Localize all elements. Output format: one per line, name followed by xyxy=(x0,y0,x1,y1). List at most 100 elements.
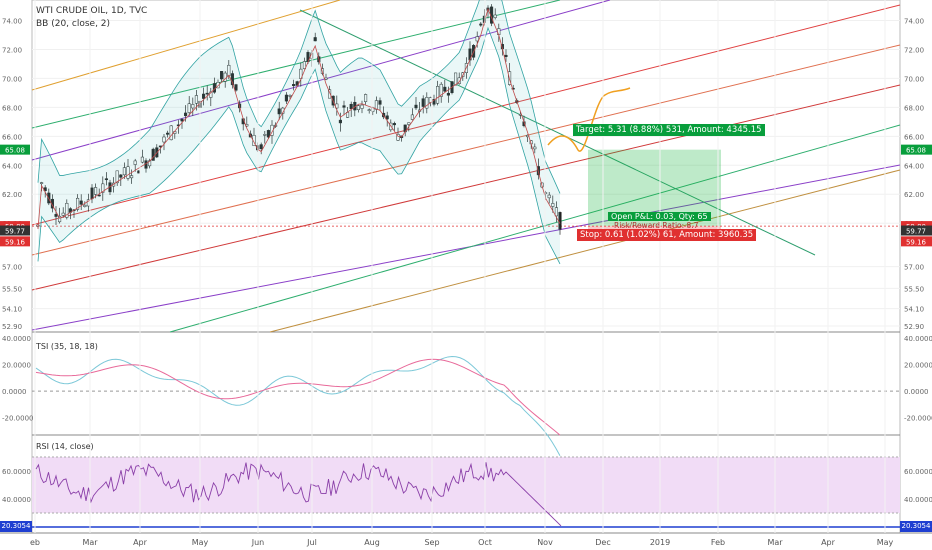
time-tick: Dec xyxy=(595,538,610,547)
time-tick: Apr xyxy=(133,538,148,547)
rsi-line xyxy=(35,462,562,527)
channel-line-0 xyxy=(31,0,341,91)
time-tick: eb xyxy=(30,538,40,547)
rsi-tick-left: 40.0000 xyxy=(2,496,31,504)
candle xyxy=(83,204,87,207)
candle xyxy=(443,86,447,92)
candle xyxy=(130,175,134,179)
channel-line-2 xyxy=(31,0,611,161)
time-tick: Jun xyxy=(251,538,265,547)
candle xyxy=(288,95,292,97)
candle xyxy=(396,133,400,141)
candle xyxy=(115,170,119,184)
left-price-badge xyxy=(0,144,30,155)
candle xyxy=(407,122,411,125)
candle xyxy=(104,178,108,181)
time-tick: Nov xyxy=(537,538,553,547)
candle xyxy=(342,105,346,108)
candle xyxy=(446,92,450,96)
channel-line-4 xyxy=(31,44,901,256)
rsi-tick-right: 40.0000 xyxy=(904,496,932,504)
price-tick-left: 55.50 xyxy=(2,285,22,293)
right-price-badge xyxy=(901,225,932,236)
price-tick-right: 62.00 xyxy=(904,191,924,199)
time-tick: Mar xyxy=(82,538,98,547)
candle xyxy=(277,108,281,115)
rsi-tick-right: 60.0000 xyxy=(904,468,932,476)
price-tick-right: 57.00 xyxy=(904,264,924,272)
candle xyxy=(216,82,220,89)
price-tick-left: 68.00 xyxy=(2,104,22,112)
candle xyxy=(187,103,191,113)
price-tick-right: 66.00 xyxy=(904,133,924,141)
candle xyxy=(425,97,429,109)
rsi-badge-right: 20.3054 xyxy=(900,521,932,532)
candle xyxy=(50,198,54,209)
candle xyxy=(349,103,353,109)
rsi-label: RSI (14, close) xyxy=(36,442,94,451)
tsi-tick-right: 0.0000 xyxy=(904,388,929,396)
candle xyxy=(302,61,306,69)
candle xyxy=(234,84,238,91)
candle xyxy=(414,104,418,109)
left-price-badge xyxy=(0,236,30,247)
candle xyxy=(79,200,83,205)
candle xyxy=(166,132,170,135)
time-tick: Jul xyxy=(306,538,317,547)
right-price-badge xyxy=(901,236,932,247)
right-price-badge xyxy=(901,144,932,155)
candle xyxy=(61,212,65,216)
price-tick-right: 68.00 xyxy=(904,104,924,112)
price-tick-left: 52.90 xyxy=(2,323,22,331)
tsi-tick-left: 20.0000 xyxy=(2,362,31,370)
candle xyxy=(454,72,458,86)
target-label[interactable]: Target: 5.31 (8.88%) 531, Amount: 4345.1… xyxy=(573,124,765,136)
candle xyxy=(367,109,371,111)
candle xyxy=(180,118,184,122)
channel-line-3 xyxy=(31,4,901,226)
channel-line-7 xyxy=(169,124,901,333)
candle xyxy=(151,148,155,161)
price-tick-right: 52.90 xyxy=(904,323,924,331)
candle xyxy=(65,203,69,218)
right-price-badge-text: 59.16 xyxy=(906,238,927,246)
price-tick-right: 64.00 xyxy=(904,162,924,170)
rsi-badge-left: 20.3054 xyxy=(0,521,32,532)
price-tick-left: 70.00 xyxy=(2,75,22,83)
tsi-tick-left: 0.0000 xyxy=(2,388,27,396)
candle xyxy=(493,14,497,18)
tsi-line xyxy=(35,358,561,436)
candle xyxy=(169,125,173,141)
candle xyxy=(205,92,209,95)
tsi-tick-right: -20.0000 xyxy=(904,415,932,423)
symbol-title: WTI CRUDE OIL, 1D, TVC xyxy=(36,6,148,16)
candle xyxy=(338,119,342,124)
rsi-band xyxy=(32,457,900,513)
trendline-down xyxy=(299,9,816,256)
price-tick-left: 54.10 xyxy=(2,306,22,314)
left-price-badge xyxy=(0,225,30,236)
projection-curve xyxy=(547,87,631,152)
stop-label[interactable]: Stop: 0.61 (1.02%) 61, Amount: 3960.35 xyxy=(577,229,757,241)
time-tick: Feb xyxy=(711,538,725,547)
candle xyxy=(356,105,360,110)
candle xyxy=(511,87,515,90)
left-price-badge-text: 65.08 xyxy=(5,147,25,155)
candle xyxy=(140,156,144,163)
tsi-tick-left: -20.0000 xyxy=(2,415,33,423)
time-tick: Apr xyxy=(821,538,836,547)
time-tick: Sep xyxy=(424,538,439,547)
price-tick-left: 64.00 xyxy=(2,162,22,170)
candle xyxy=(410,114,414,120)
candle xyxy=(533,146,537,150)
candle xyxy=(504,54,508,57)
candle xyxy=(220,71,224,80)
candle xyxy=(392,123,396,126)
candle xyxy=(436,86,440,104)
right-price-badge-text: 65.08 xyxy=(906,147,926,155)
time-tick: Oct xyxy=(478,538,492,547)
candle xyxy=(547,194,551,199)
candle xyxy=(126,166,130,179)
